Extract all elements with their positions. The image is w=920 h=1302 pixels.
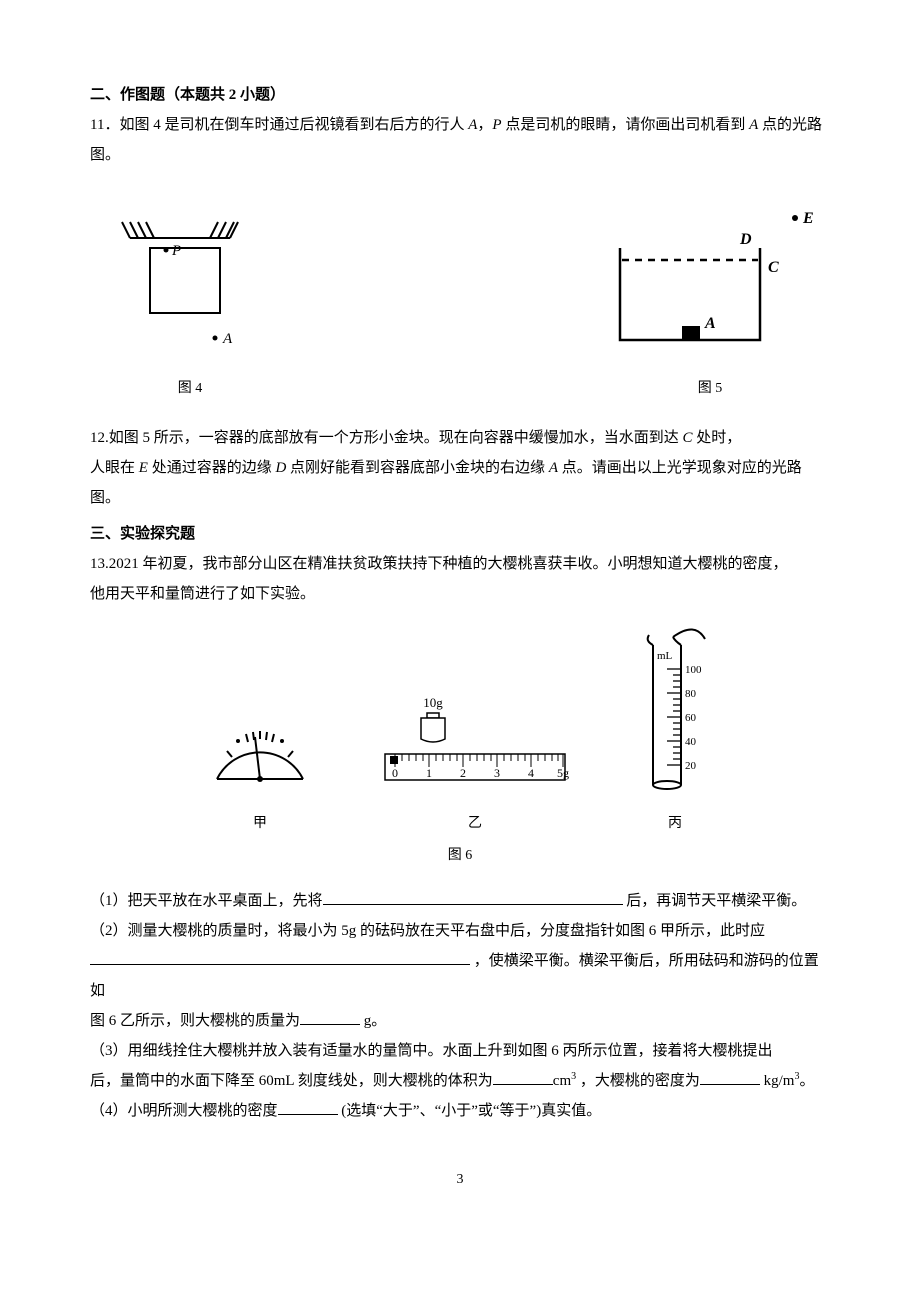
fig6b-tick-2: 2 (460, 766, 466, 780)
q13-p2c: 图 6 乙所示，则大樱桃的质量为 (90, 1013, 300, 1029)
q12-number: 12. (90, 430, 109, 446)
fig4-label-A: A (222, 331, 233, 347)
q13-p1a: （1）把天平放在水平桌面上，先将 (90, 893, 323, 909)
fig6b-tick-5: 5g (557, 766, 569, 780)
q13-p3e: kg/m (760, 1073, 795, 1089)
q12-line2: 人眼在 E 处通过容器的边缘 D 点刚好能看到容器底部小金块的右边缘 A 点。请… (90, 453, 830, 513)
blank-2[interactable] (90, 949, 470, 965)
q13-part2-l2: ，使横梁平衡。横梁平衡后，所用砝码和游码的位置如 (90, 946, 830, 1006)
figure-4-caption: 图 4 (100, 375, 280, 403)
q13-p4b: (选填“大于”、“小于”或“等于”)真实值。 (338, 1103, 602, 1119)
blank-6[interactable] (278, 1099, 338, 1115)
fig6c-unit: mL (657, 650, 673, 662)
figure-6b: 10g (375, 689, 575, 838)
fig6b-tick-0: 0 (392, 766, 398, 780)
fig6b-tick-4: 4 (528, 766, 534, 780)
figure-6a-caption: 甲 (205, 810, 315, 838)
q11-A: A (468, 117, 477, 133)
blank-3[interactable] (300, 1009, 360, 1025)
q12-l1a: 如图 5 所示，一容器的底部放有一个方形小金块。现在向容器中缓慢加水，当水面到达 (109, 430, 683, 446)
q11-text: 11．如图 4 是司机在倒车时通过后视镜看到右后方的行人 A，P 点是司机的眼睛… (90, 110, 830, 170)
figure-4: P A 图 4 (100, 210, 280, 403)
q12-l2c: 点刚好能看到容器底部小金块的右边缘 (286, 460, 549, 476)
figure-5-caption: 图 5 (600, 375, 820, 403)
figure-5: E D C A 图 5 (600, 200, 820, 403)
q12-l1b: 处时， (693, 430, 742, 446)
q12-line1: 12.如图 5 所示，一容器的底部放有一个方形小金块。现在向容器中缓慢加水，当水… (90, 423, 830, 453)
section2-heading: 二、作图题（本题共 2 小题） (90, 80, 830, 110)
q13-p3a: （3）用细线拴住大樱桃并放入装有适量水的量筒中。水面上升到如图 6 丙所示位置，… (90, 1043, 773, 1059)
fig6c-t60: 60 (685, 712, 697, 724)
q13-intro2: 他用天平和量筒进行了如下实验。 (90, 579, 830, 609)
fig5-label-A: A (704, 315, 716, 332)
fig5-label-E: E (802, 210, 814, 227)
q13-part3-l1: （3）用细线拴住大樱桃并放入装有适量水的量筒中。水面上升到如图 6 丙所示位置，… (90, 1036, 830, 1066)
figure-6b-svg: 10g (375, 689, 575, 799)
section3-heading: 三、实验探究题 (90, 519, 830, 549)
q11-t3: 点是司机的眼睛，请你画出司机看到 (502, 117, 750, 133)
q13-part3-l2: 后，量筒中的水面下降至 60mL 刻度线处，则大樱桃的体积为cm3 ，大樱桃的密… (90, 1066, 830, 1096)
figure-5-svg: E D C A (600, 200, 820, 360)
figure-6a: 甲 (205, 719, 315, 838)
fig6b-weight-label: 10g (423, 695, 443, 710)
q11-t1: 如图 4 是司机在倒车时通过后视镜看到右后方的行人 (119, 117, 468, 133)
fig6b-tick-3: 3 (494, 766, 500, 780)
fig5-label-C: C (768, 259, 779, 276)
q13-p3b: 后，量筒中的水面下降至 60mL 刻度线处，则大樱桃的体积为 (90, 1073, 493, 1089)
figure-4-svg: P A (100, 210, 280, 360)
q13-p3d: ，大樱桃的密度为 (576, 1073, 700, 1089)
fig6b-tick-1: 1 (426, 766, 432, 780)
q13-number: 13. (90, 556, 109, 572)
q11-number: 11． (90, 117, 119, 133)
q12-l2b: 处通过容器的边缘 (148, 460, 276, 476)
q13-p2d: g。 (360, 1013, 386, 1029)
q12-C: C (683, 430, 693, 446)
q13-i1: 2021 年初夏，我市部分山区在精准扶贫政策扶持下种植的大樱桃喜获丰收。小明想知… (109, 556, 788, 572)
q13-p3c: cm (553, 1073, 571, 1089)
page-number: 3 (90, 1166, 830, 1194)
q11-A2: A (749, 117, 758, 133)
q12-E: E (139, 460, 148, 476)
figure-6-row: 甲 10g (90, 619, 830, 838)
q13-p4a: （4）小明所测大樱桃的密度 (90, 1103, 278, 1119)
q11-t2: ， (477, 117, 492, 133)
blank-5[interactable] (700, 1069, 760, 1085)
figure-6c: mL 100 80 60 40 20 (635, 619, 715, 838)
figure-6-caption: 图 6 (90, 842, 830, 870)
q13-part1: （1）把天平放在水平桌面上，先将 后，再调节天平横梁平衡。 (90, 886, 830, 916)
q13-p2a: （2）测量大樱桃的质量时，将最小为 5g 的砝码放在天平右盘中后，分度盘指针如图… (90, 923, 765, 939)
q12-l2a: 人眼在 (90, 460, 139, 476)
figure-6a-svg (205, 719, 315, 799)
fig5-label-D: D (739, 231, 752, 248)
figure-6b-caption: 乙 (375, 810, 575, 838)
q13-part2-l3: 图 6 乙所示，则大樱桃的质量为 g。 (90, 1006, 830, 1036)
fig6c-t20: 20 (685, 760, 697, 772)
fig6c-t80: 80 (685, 688, 697, 700)
q11-P: P (492, 117, 501, 133)
q13-intro1: 13.2021 年初夏，我市部分山区在精准扶贫政策扶持下种植的大樱桃喜获丰收。小… (90, 549, 830, 579)
q13-part2-l1: （2）测量大樱桃的质量时，将最小为 5g 的砝码放在天平右盘中后，分度盘指针如图… (90, 916, 830, 946)
figure-6c-caption: 丙 (635, 810, 715, 838)
fig6c-t100: 100 (685, 664, 702, 676)
q13-part4: （4）小明所测大樱桃的密度 (选填“大于”、“小于”或“等于”)真实值。 (90, 1096, 830, 1126)
figure-6c-svg: mL 100 80 60 40 20 (635, 619, 715, 799)
figures-row-4-5: P A 图 4 E D (100, 200, 820, 403)
q13-p3f: 。 (799, 1073, 814, 1089)
fig6c-t40: 40 (685, 736, 697, 748)
fig4-label-P: P (171, 243, 181, 259)
q13-p1b: 后，再调节天平横梁平衡。 (623, 893, 807, 909)
blank-4[interactable] (493, 1069, 553, 1085)
blank-1[interactable] (323, 889, 623, 905)
q12-D: D (275, 460, 286, 476)
q12-A: A (549, 460, 558, 476)
